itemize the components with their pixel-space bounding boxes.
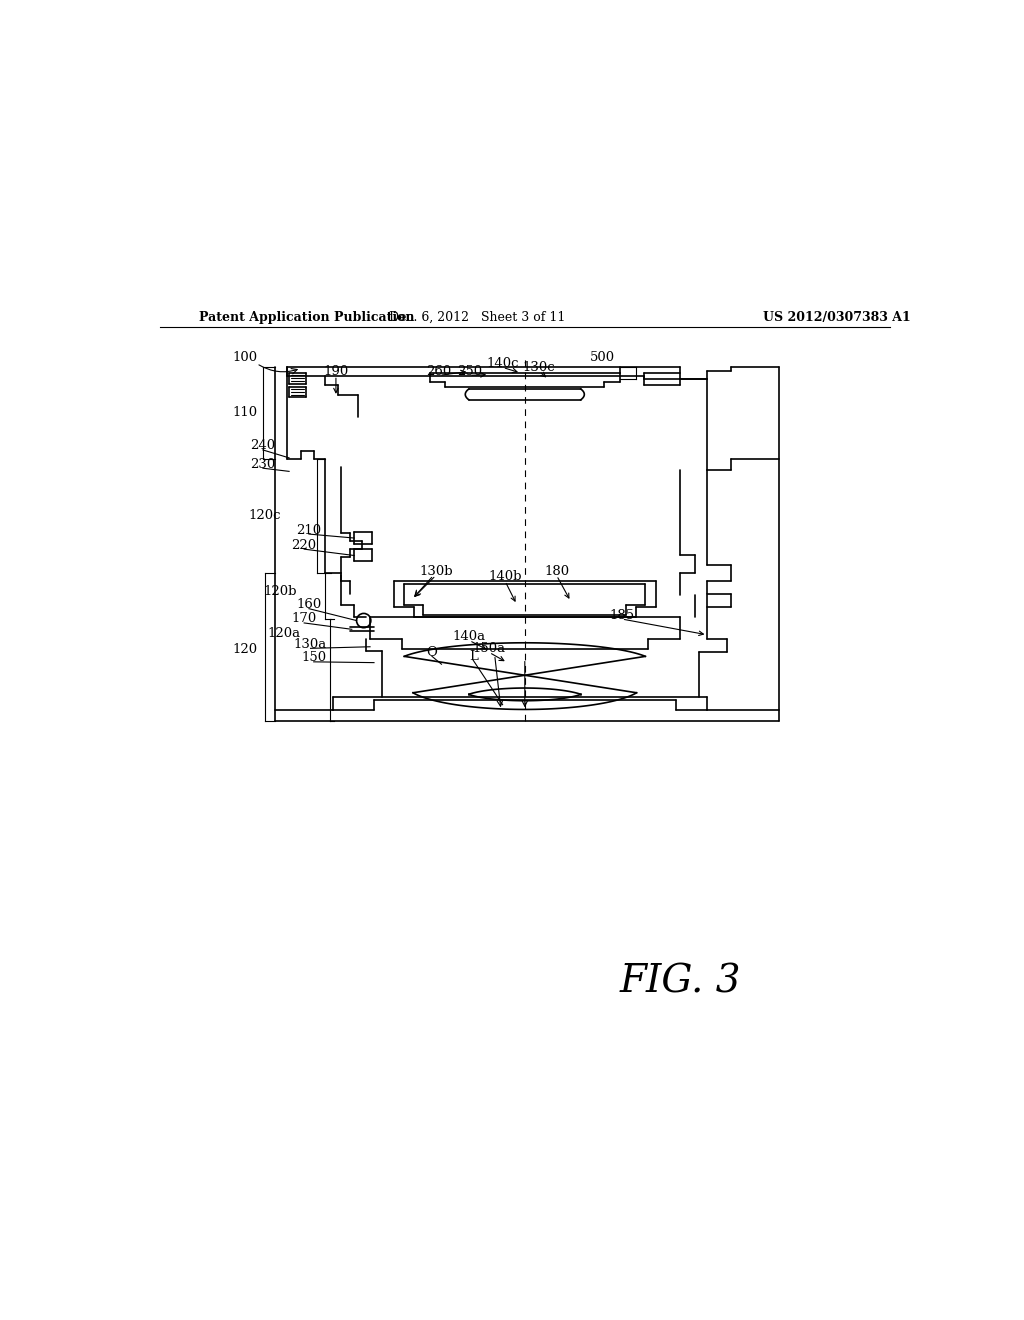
Text: 190: 190	[324, 364, 348, 378]
Text: 100: 100	[232, 351, 258, 363]
Text: L: L	[469, 649, 477, 663]
Text: 120c: 120c	[248, 510, 281, 523]
Text: US 2012/0307383 A1: US 2012/0307383 A1	[763, 312, 910, 323]
Text: Dec. 6, 2012   Sheet 3 of 11: Dec. 6, 2012 Sheet 3 of 11	[389, 312, 565, 323]
Text: 110: 110	[232, 407, 258, 420]
Text: 170: 170	[292, 612, 316, 626]
Text: 230: 230	[250, 458, 275, 471]
Text: 120b: 120b	[263, 585, 297, 598]
Text: 240: 240	[250, 440, 275, 453]
Text: 260: 260	[426, 364, 452, 378]
Text: FIG. 3: FIG. 3	[620, 964, 741, 1001]
Text: 185: 185	[609, 609, 634, 622]
Text: O: O	[427, 645, 437, 659]
Text: 150: 150	[301, 651, 327, 664]
Text: 180: 180	[544, 565, 569, 578]
Text: Patent Application Publication: Patent Application Publication	[200, 312, 415, 323]
Text: 120a: 120a	[267, 627, 300, 640]
Text: 130b: 130b	[419, 565, 453, 578]
Text: 140c: 140c	[486, 356, 519, 370]
Text: 130c: 130c	[523, 360, 555, 374]
Text: 210: 210	[296, 524, 322, 537]
Text: 500: 500	[590, 351, 615, 363]
Text: 220: 220	[292, 539, 316, 552]
Text: 130a: 130a	[294, 638, 327, 651]
Text: 120: 120	[232, 643, 258, 656]
Text: 250: 250	[457, 364, 482, 378]
Text: 150a: 150a	[472, 642, 506, 655]
Text: 140a: 140a	[453, 630, 485, 643]
Text: 140b: 140b	[488, 570, 521, 583]
Text: 160: 160	[296, 598, 322, 611]
